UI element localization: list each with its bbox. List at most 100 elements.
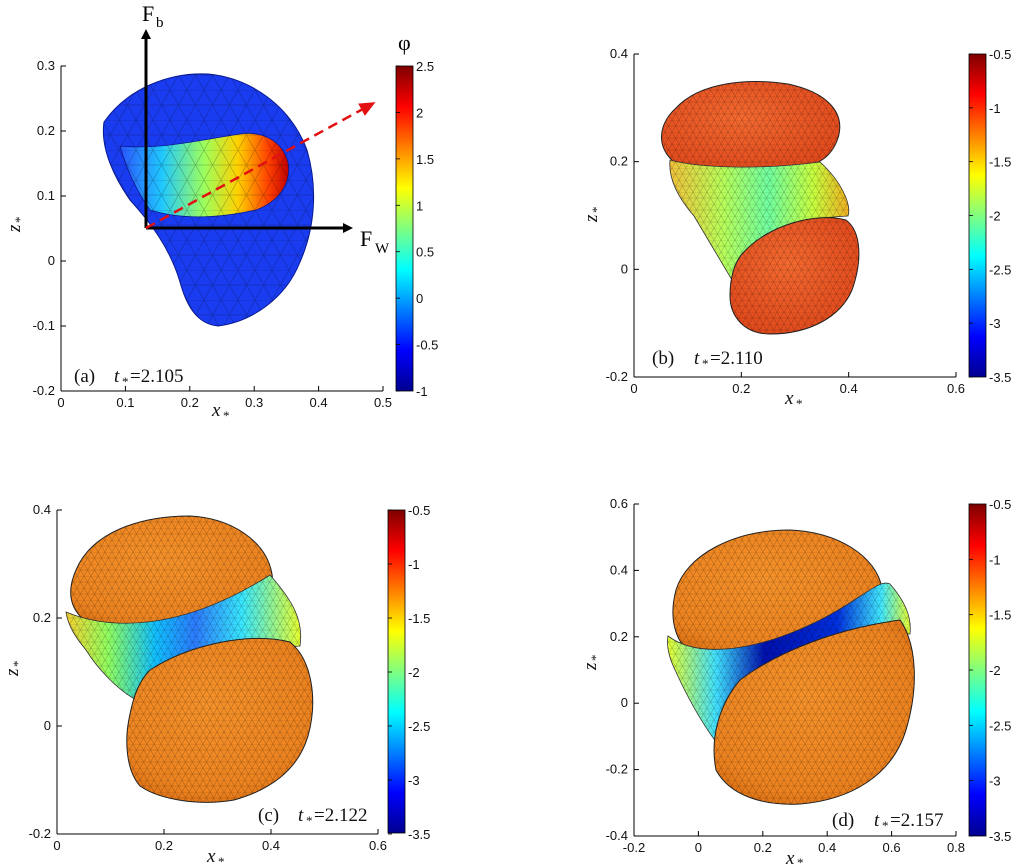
x-axis-label-c: x xyxy=(206,846,216,867)
caption-c-t: t xyxy=(298,805,304,826)
colorbar-tick-label: -0.5 xyxy=(416,338,438,353)
colorbar-tick-label: -2.5 xyxy=(989,262,1011,277)
colorbar-tick-label: 0 xyxy=(416,291,423,306)
y-tick-label: -0.4 xyxy=(606,828,628,843)
x-axis-sub-d: * xyxy=(797,855,804,867)
y-axis-label-a: z xyxy=(4,224,25,233)
colorbar-tick-label: -1 xyxy=(408,557,420,572)
panel-b: 0 0.2 0.4 0.6-0.200.20.4 -0.5-1-1.5-2-2.5-3… xyxy=(581,46,1011,411)
colorbar-tick-label: -1.5 xyxy=(989,155,1011,170)
ticks-a: 0 0.1 0.2 0.3 0.4 0.5 -0.2 -0.1 0 0.1 0.2 0.3 xyxy=(33,58,392,410)
colorbar-tick-label: -0.5 xyxy=(408,503,430,518)
colorbar-c xyxy=(387,509,406,834)
y-tick-label: -0.2 xyxy=(33,383,55,398)
y-tick-label: 0.4 xyxy=(610,46,628,61)
y-tick-label: 0.3 xyxy=(37,58,55,73)
x-axis-sub-a: * xyxy=(223,408,230,423)
x-tick-label: 0.6 xyxy=(947,381,965,396)
caption-b-star: * xyxy=(702,356,709,371)
caption-a-value: =2.105 xyxy=(130,366,183,387)
y-tick-label: 0.2 xyxy=(33,610,51,625)
panel-a: 0 0.1 0.2 0.3 0.4 0.5 -0.2 -0.1 0 0.1 0.2 0.3 F b F… xyxy=(4,1,438,423)
x-tick-label: 0.5 xyxy=(374,395,392,410)
ticks-d: -0.2 0 0.2 0.4 0.6 0.8-0.4-0.200.20.40.6 xyxy=(606,496,965,855)
colorbar-tick-label: -3.5 xyxy=(408,827,430,842)
colorbar-tick-label: -2 xyxy=(408,665,420,680)
x-tick-label: 0.1 xyxy=(116,395,134,410)
y-tick-label: -0.2 xyxy=(606,762,628,777)
y-tick-label: 0.6 xyxy=(610,496,628,511)
colorbar-ticks-d: -0.5 -1 -1.5 -2 -2.5 -3 -3.5 xyxy=(969,497,1011,844)
caption-d-t: t xyxy=(874,810,880,831)
colorbar-tick-label: 2 xyxy=(416,105,423,120)
colorbar-tick-label: -0.5 xyxy=(989,497,1011,512)
y-tick-label: 0 xyxy=(44,718,51,733)
colorbar-tick-label: -2 xyxy=(989,209,1001,224)
colorbar-tick-label: -1 xyxy=(989,552,1001,567)
caption-b-value: =2.110 xyxy=(710,348,763,369)
colorbar-ticks-b: -0.5 -1 -1.5 -2 -2.5 -3 -3.5 xyxy=(969,47,1011,385)
caption-a-t: t xyxy=(114,366,120,387)
droplet-a xyxy=(102,73,315,327)
colorbar-tick-label: 2.5 xyxy=(416,59,434,74)
colorbar-tick-label: 1 xyxy=(416,198,423,213)
caption-c-value: =2.122 xyxy=(314,805,367,826)
force-b-subscript: b xyxy=(156,15,164,31)
y-axis-sub-c: * xyxy=(10,661,25,668)
colorbar-tick-label: 0.5 xyxy=(416,245,434,260)
x-axis-sub-b: * xyxy=(796,396,803,411)
x-tick-label: 0.2 xyxy=(754,840,772,855)
x-tick-label: 0.2 xyxy=(732,381,750,396)
x-tick-label: 0.4 xyxy=(840,381,858,396)
caption-a-label: (a) xyxy=(74,366,95,387)
y-tick-label: 0.2 xyxy=(610,629,628,644)
x-axis-sub-c: * xyxy=(218,854,225,867)
y-tick-label: -0.1 xyxy=(33,318,55,333)
y-tick-label: -0.2 xyxy=(29,826,51,841)
y-tick-label: 0.1 xyxy=(37,188,55,203)
colorbar-tick-label: -1 xyxy=(989,101,1001,116)
x-tick-label: 0 xyxy=(630,381,637,396)
colorbar-tick-label: -1.5 xyxy=(989,608,1011,623)
x-tick-label: 0 xyxy=(53,838,60,853)
force-w-label: F xyxy=(360,226,372,251)
x-tick-label: 0.4 xyxy=(818,840,836,855)
droplet-b xyxy=(661,81,860,335)
x-tick-label: -0.2 xyxy=(623,840,645,855)
colorbar-ticks-c: -0.5 -1 -1.5 -2 -2.5 -3 -3.5 xyxy=(388,503,430,842)
colorbar-tick-label: -2 xyxy=(989,663,1001,678)
y-axis-label-c: z xyxy=(2,668,23,677)
caption-d-value: =2.157 xyxy=(890,810,943,831)
x-axis-label-d: x xyxy=(785,848,795,867)
x-tick-label: 0.4 xyxy=(310,395,328,410)
caption-d-star: * xyxy=(882,818,889,833)
droplet-c xyxy=(65,515,314,803)
y-axis-label-d: z xyxy=(580,662,601,671)
x-tick-label: 0.3 xyxy=(245,395,263,410)
y-tick-label: -0.2 xyxy=(606,369,628,384)
caption-b-label: (b) xyxy=(652,348,674,369)
x-axis-label-a: x xyxy=(211,400,221,421)
colorbar-tick-label: -3.5 xyxy=(989,829,1011,844)
ticks-c: 0 0.2 0.4 0.6-0.200.20.4 xyxy=(29,502,387,853)
colorbar-tick-label: -0.5 xyxy=(989,47,1011,62)
colorbar-tick-label: -3 xyxy=(408,773,420,788)
y-tick-label: 0.4 xyxy=(610,562,628,577)
y-tick-label: 0 xyxy=(621,695,628,710)
x-axis-label-b: x xyxy=(784,388,794,409)
caption-c-label: (c) xyxy=(258,805,279,826)
caption-c-star: * xyxy=(306,813,313,828)
force-b-label: F xyxy=(142,1,154,26)
force-w-subscript: W xyxy=(375,241,390,257)
y-tick-label: 0.2 xyxy=(37,123,55,138)
colorbar-tick-label: -2.5 xyxy=(408,719,430,734)
x-tick-label: 0.6 xyxy=(369,838,387,853)
y-tick-label: 0 xyxy=(621,261,628,276)
y-axis-label-b: z xyxy=(581,214,602,223)
dashed-direction-arrow xyxy=(145,102,376,230)
colorbar-tick-label: -2.5 xyxy=(989,718,1011,733)
droplet-d xyxy=(667,529,915,805)
y-tick-label: 0.4 xyxy=(33,502,51,517)
y-tick-label: 0 xyxy=(48,253,55,268)
colorbar-a xyxy=(395,65,414,392)
